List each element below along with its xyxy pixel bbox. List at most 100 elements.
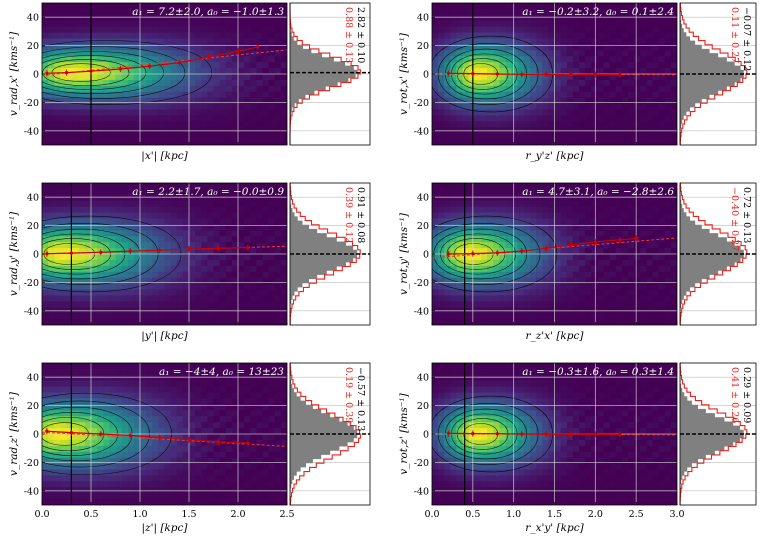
density-cell (456, 313, 464, 320)
density-cell (548, 194, 555, 202)
density-cell (591, 62, 598, 69)
density-cell (238, 121, 245, 128)
density-cell (462, 44, 470, 51)
density-cell (48, 416, 55, 423)
density-cell (109, 404, 116, 411)
density-cell (231, 254, 239, 261)
density-cell (140, 374, 147, 382)
density-cell (560, 200, 568, 208)
density-cell (646, 212, 653, 219)
density-cell (536, 313, 543, 320)
density-cell (170, 194, 178, 202)
density-cell (164, 457, 172, 464)
density-cell (231, 50, 239, 57)
density-cell (579, 133, 586, 140)
density-cell (268, 439, 276, 447)
density-cell (78, 289, 86, 296)
density-cell (462, 194, 470, 202)
density-cell (468, 44, 476, 51)
density-cell (250, 236, 257, 243)
y-tick-label: 0 (33, 70, 39, 81)
density-cell (189, 404, 196, 411)
density-cell (511, 91, 519, 99)
density-cell (634, 265, 641, 273)
density-cell (572, 313, 580, 320)
density-cell (250, 79, 257, 87)
density-cell (585, 259, 592, 267)
density-cell (213, 32, 221, 39)
density-cell (487, 74, 494, 81)
density-cell (127, 434, 135, 441)
density-cell (468, 313, 476, 320)
density-cell (670, 56, 677, 63)
density-cell (225, 14, 233, 22)
density-cell (231, 463, 239, 470)
density-cell (560, 277, 568, 284)
density-cell (438, 79, 445, 87)
binned-median-line (448, 72, 620, 76)
density-cell (189, 121, 196, 128)
density-cell (170, 277, 178, 284)
density-cell (91, 103, 98, 110)
density-cell (84, 283, 92, 290)
density-cell (238, 139, 245, 145)
density-cell (170, 8, 178, 16)
density-cell (170, 265, 178, 273)
density-cell (493, 3, 500, 10)
density-cell (244, 463, 251, 470)
density-cell (530, 32, 537, 39)
density-cell (450, 200, 457, 208)
density-cell (621, 85, 629, 93)
density-cell (474, 183, 482, 190)
density-cell (54, 463, 61, 470)
density-cell (158, 392, 165, 399)
density-cell (189, 230, 196, 237)
density-cell (456, 242, 464, 249)
density-cell (664, 68, 672, 75)
density-cell (225, 277, 233, 284)
density-cell (219, 74, 227, 81)
density-cell (250, 380, 257, 388)
density-cell (115, 212, 123, 219)
density-cell (274, 410, 282, 417)
density-cell (646, 74, 653, 81)
density-cell (517, 56, 525, 63)
density-cell (115, 242, 123, 249)
density-cell (225, 103, 233, 110)
density-cell (493, 194, 500, 202)
density-cell (140, 224, 147, 231)
density-cell (517, 254, 525, 261)
density-cell (170, 133, 178, 140)
density-cell (231, 194, 239, 202)
density-cell (462, 242, 470, 249)
density-cell (505, 206, 513, 213)
density-cell (121, 410, 129, 417)
density-cell (60, 242, 67, 249)
density-cell (548, 277, 555, 284)
density-cell (103, 248, 110, 255)
density-cell (127, 74, 135, 81)
density-cell (121, 457, 129, 464)
density-cell (474, 242, 482, 249)
density-cell (658, 277, 666, 284)
density-cell (152, 236, 159, 243)
density-cell (499, 218, 506, 225)
density-cell (84, 295, 92, 302)
density-cell (256, 44, 263, 51)
density-cell (572, 103, 580, 110)
density-cell (536, 62, 543, 69)
density-cell (640, 44, 647, 51)
density-cell (66, 392, 74, 399)
density-cell (152, 115, 159, 122)
density-cell (225, 8, 233, 16)
density-cell (250, 26, 257, 33)
density-cell (597, 271, 604, 279)
density-cell (170, 410, 178, 417)
density-cell (542, 206, 549, 213)
density-cell (121, 404, 129, 411)
density-cell (462, 259, 470, 267)
density-cell (591, 236, 598, 243)
density-cell (280, 224, 287, 231)
density-cell (280, 313, 287, 320)
density-cell (164, 200, 172, 208)
